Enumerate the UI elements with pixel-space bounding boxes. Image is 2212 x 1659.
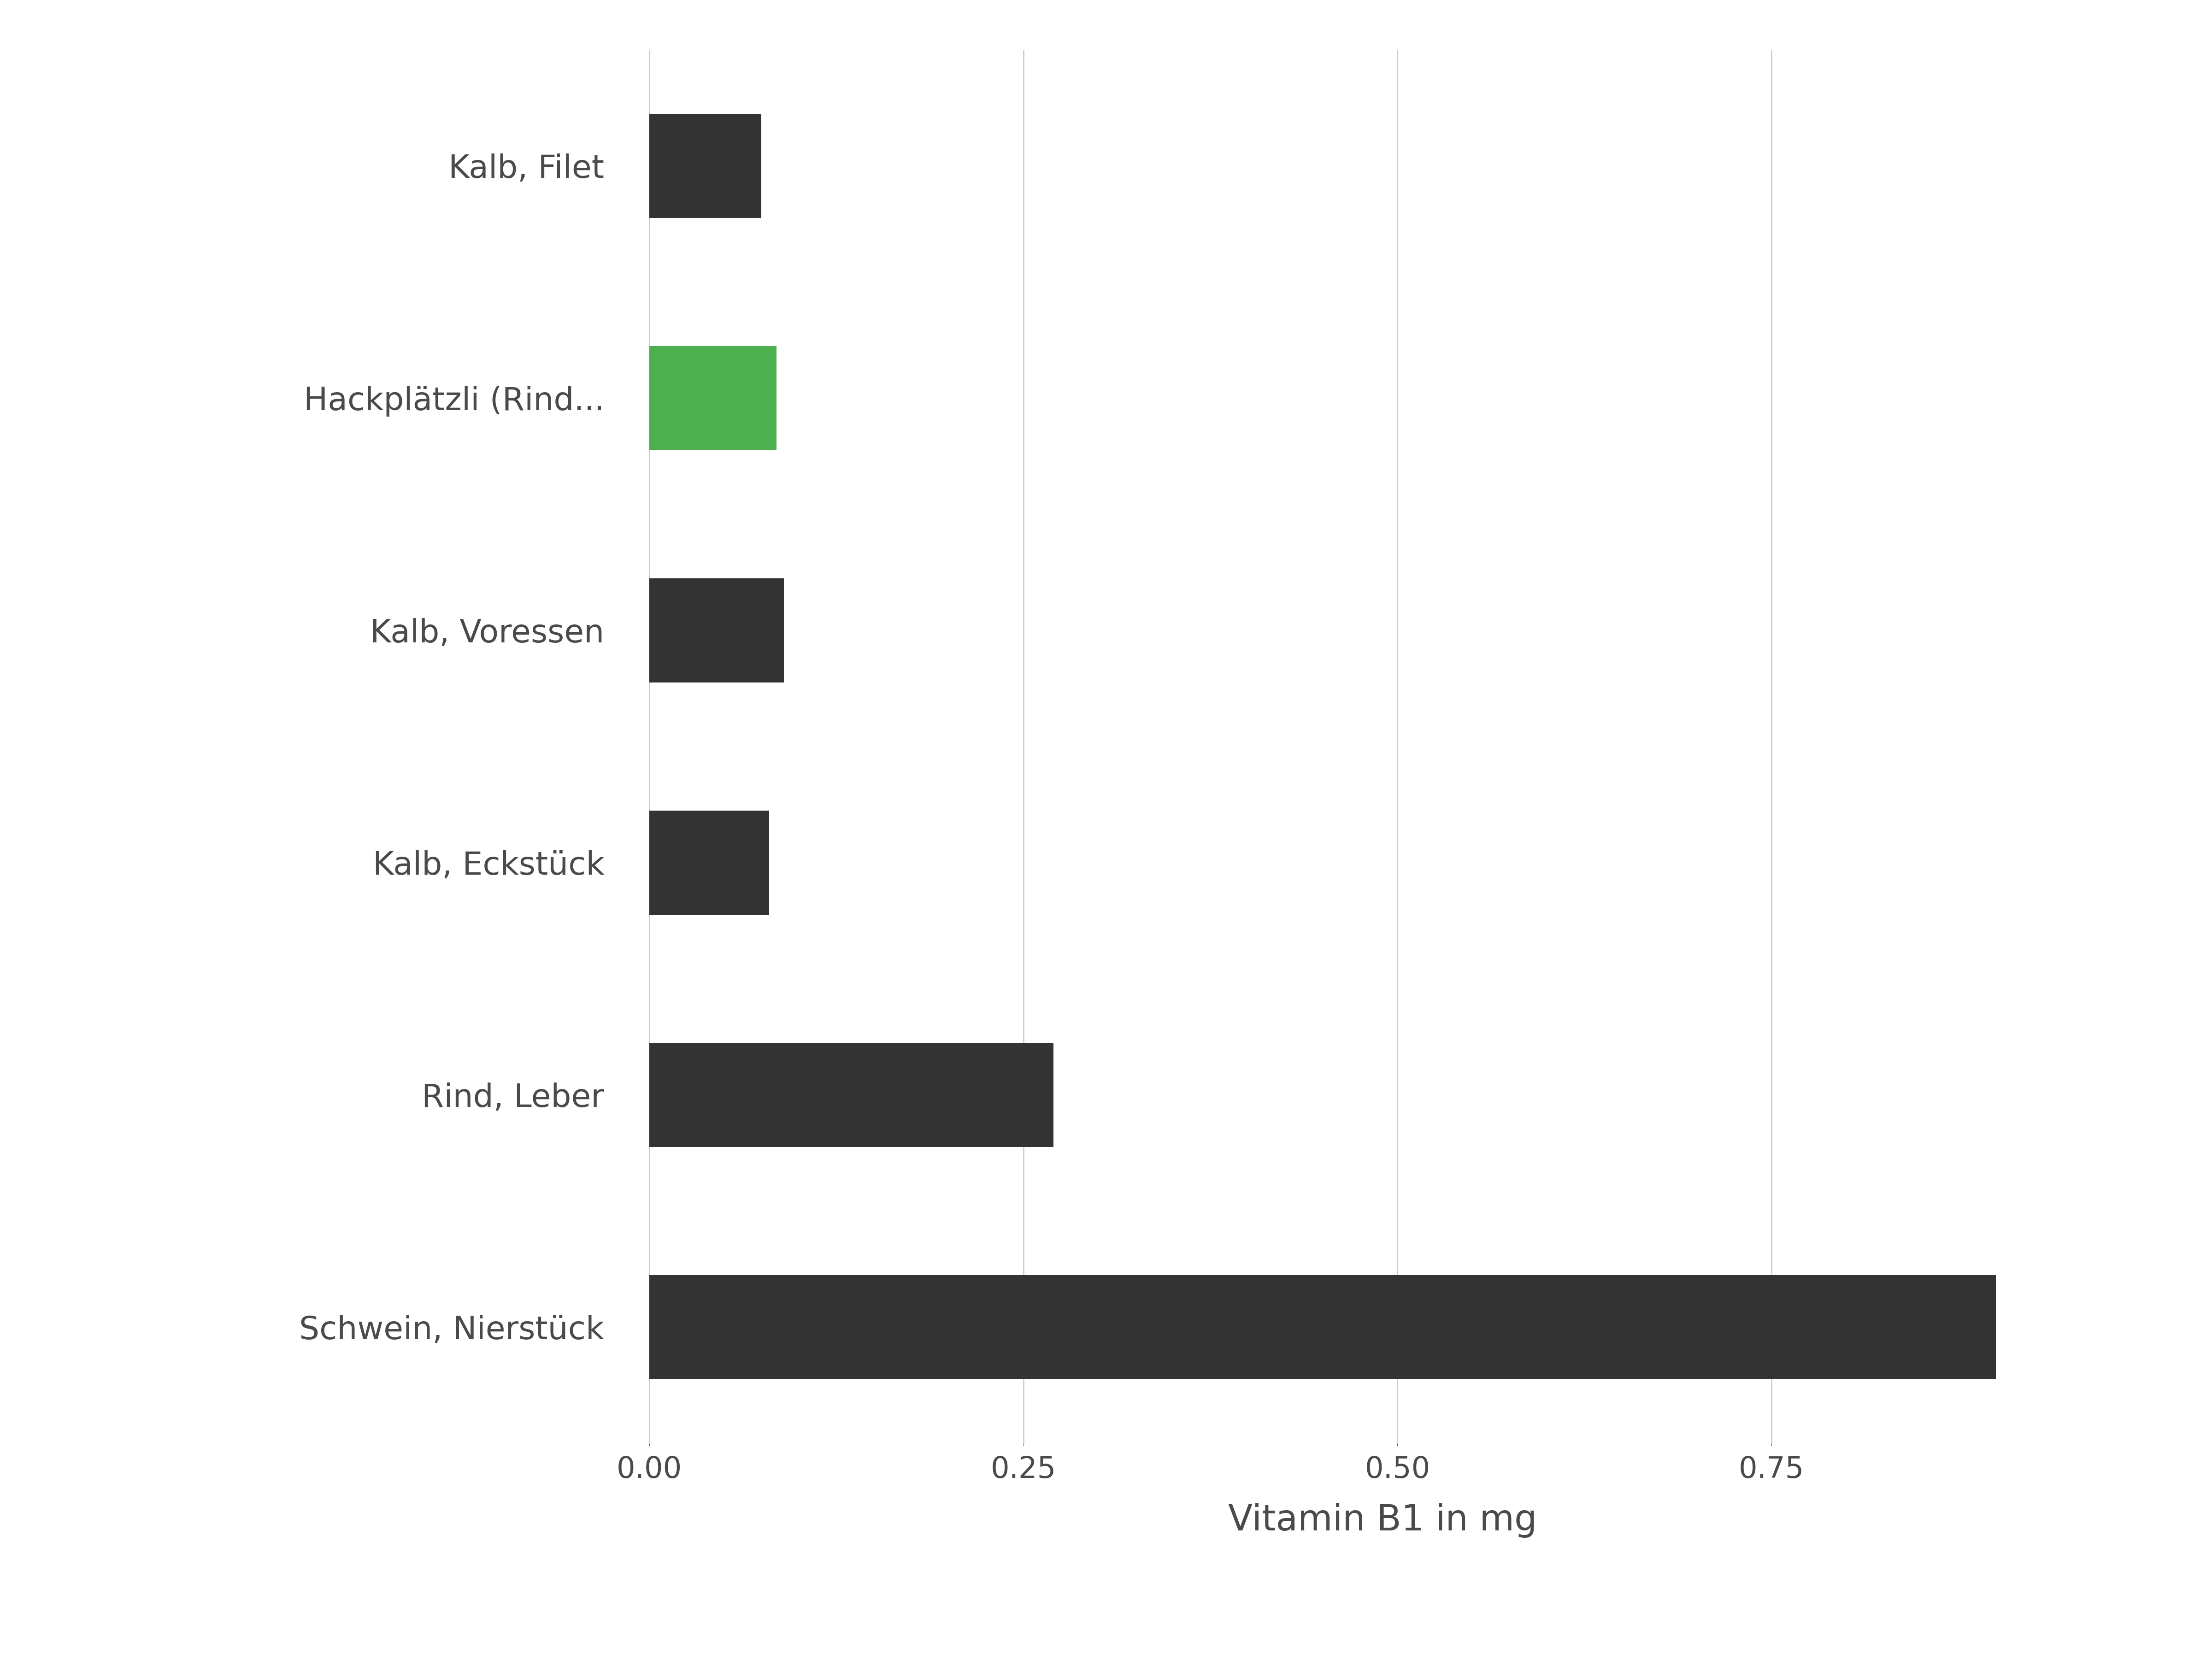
- X-axis label: Vitamin B1 in mg: Vitamin B1 in mg: [1228, 1503, 1537, 1538]
- Bar: [650, 577, 783, 684]
- Bar: [650, 347, 776, 451]
- Bar: [650, 1274, 1995, 1380]
- Bar: [650, 810, 770, 916]
- Bar: [650, 1044, 1053, 1148]
- Bar: [650, 113, 761, 217]
